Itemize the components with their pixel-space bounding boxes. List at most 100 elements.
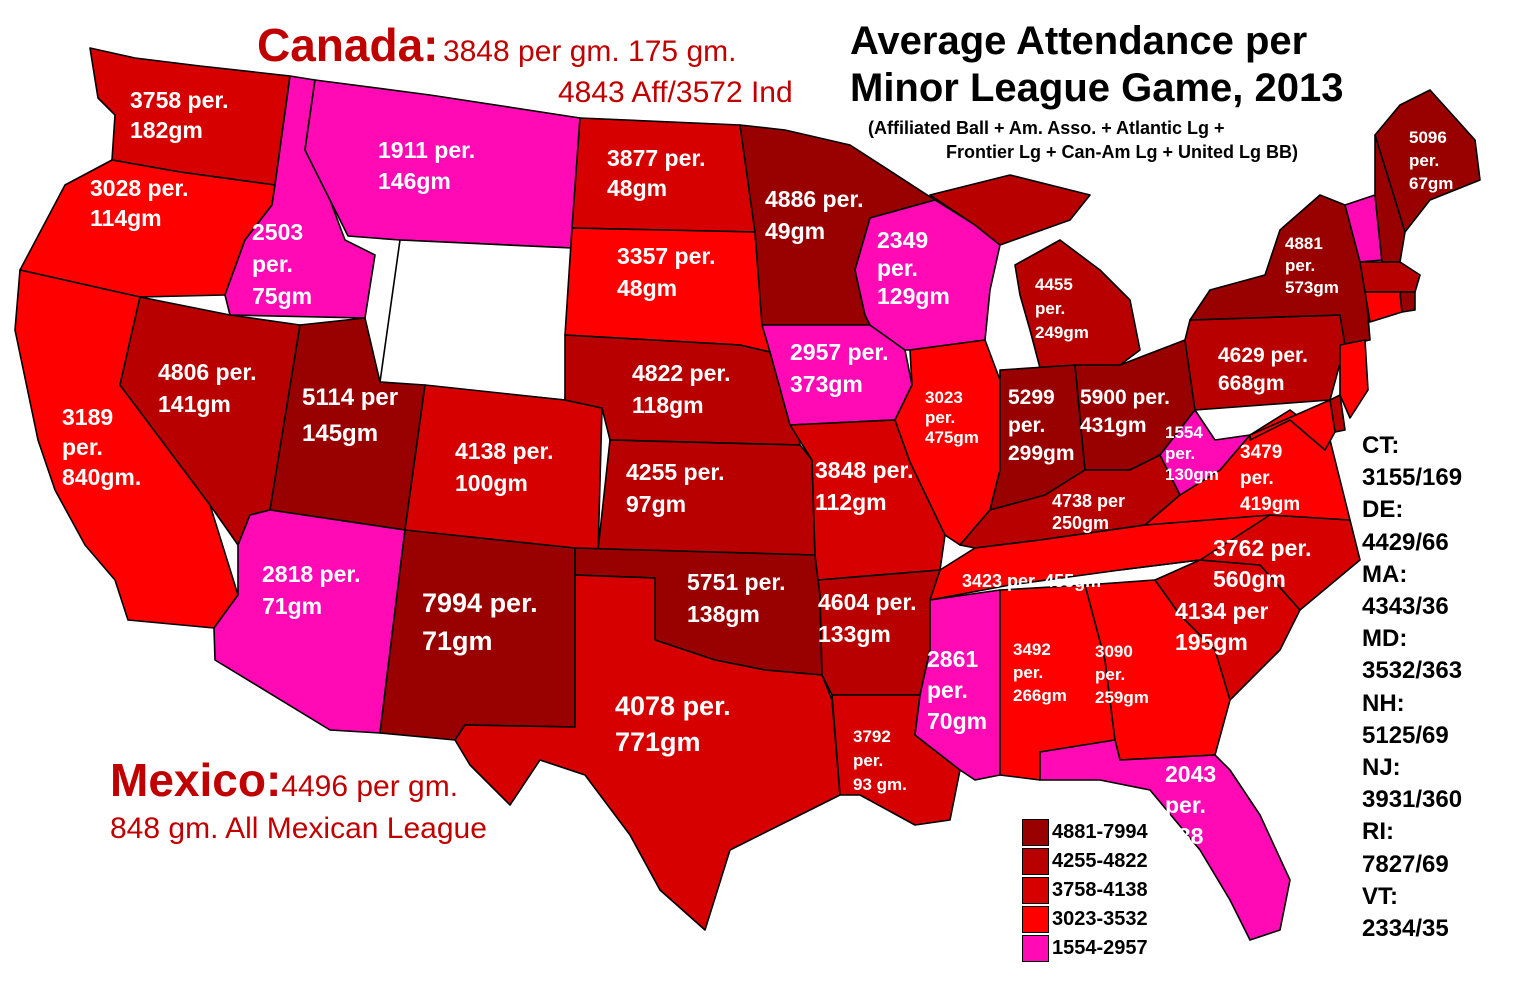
state-label-ks: 4255 per. 97gm	[626, 459, 724, 517]
state-label-line: 4255 per.	[626, 459, 724, 485]
state-label-line: 4604 per.	[818, 589, 916, 615]
state-label-line: 141gm	[158, 391, 231, 417]
small-state-value: 2334/35	[1362, 915, 1449, 943]
state-label-line: 888	[1165, 823, 1204, 849]
state-label-or: 3028 per. 114gm	[90, 175, 188, 231]
small-state-value: 4429/66	[1362, 528, 1449, 556]
state-label-va: 3479 per. 419gm	[1240, 442, 1300, 515]
legend-swatch	[1022, 906, 1049, 933]
legend-label: 4255-4822	[1052, 850, 1148, 872]
small-state-value: 3155/169	[1362, 464, 1463, 492]
state-label-al: 3492 per. 266gm	[1013, 640, 1067, 705]
state-label-line: 100gm	[455, 470, 528, 496]
state-ct	[1364, 291, 1403, 323]
state-label-az: 2818 per. 71gm	[262, 561, 360, 619]
state-label-line: 4738 per	[1052, 491, 1125, 511]
state-label-sc: 4134 per 195gm	[1175, 598, 1268, 655]
state-label-line: No Minor	[425, 275, 512, 297]
state-nc	[1119, 514, 1361, 611]
state-label-line: 560gm	[1213, 566, 1286, 592]
state-label-line: 4134 per	[1175, 598, 1268, 624]
state-label-line: 4629 per.	[1218, 344, 1308, 367]
state-nj	[1339, 339, 1369, 419]
legend-swatch	[1022, 877, 1049, 904]
state-label-nc: 3762 per. 560gm	[1213, 535, 1311, 592]
state-label-line: 5299	[1008, 386, 1055, 409]
state-label-line: 5114 per	[302, 384, 398, 411]
state-label-line: 48gm	[607, 175, 667, 201]
map-subtitle-line1: (Affiliated Ball + Am. Asso. + Atlantic …	[868, 118, 1225, 138]
state-label-line: 146gm	[378, 168, 451, 194]
state-label-line: 5900 per.	[1080, 386, 1170, 409]
state-label-line: 3492	[1013, 640, 1051, 659]
small-state-label: MD:	[1362, 625, 1408, 653]
legend-row: 4255-4822	[1022, 847, 1148, 876]
state-label-line: League	[425, 304, 495, 326]
state-label-line: 71gm	[422, 626, 493, 656]
canada-name: Canada:	[257, 19, 439, 71]
state-label-line: Games	[425, 333, 492, 355]
labels-layer: 3758 per. 182gm 3028 per. 114gm 3189 per. 840g…	[62, 87, 1453, 880]
state-label-line: 4886 per.	[765, 186, 863, 212]
state-mi	[929, 174, 1141, 369]
state-label-line: 3762 per.	[1213, 535, 1311, 561]
state-label-ca: 3189 per. 840gm.	[62, 404, 141, 490]
state-label-line: 71gm	[262, 593, 322, 619]
state-label-line: 2818 per.	[262, 561, 360, 587]
small-state-label: NJ:	[1362, 754, 1401, 782]
state-label-line: 2043	[1165, 761, 1216, 787]
legend-row: 3023-3532	[1022, 905, 1148, 934]
state-label-line: per.	[1165, 444, 1195, 463]
state-tx	[454, 574, 841, 931]
state-label-line: per.	[1095, 665, 1125, 684]
state-label-line: per.	[927, 677, 968, 703]
small-state-label: MA:	[1362, 560, 1408, 588]
state-label-line: 5096	[1409, 128, 1447, 147]
legend-label: 3023-3532	[1052, 908, 1148, 930]
small-state-label: CT:	[1362, 432, 1400, 459]
state-label-line: 475gm	[925, 428, 979, 447]
state-label-line: 1554	[1165, 423, 1203, 442]
state-label-line: per.	[877, 255, 918, 281]
mexico-heading: Mexico:4496 per gm.	[110, 753, 458, 807]
legend-label: 3758-4138	[1052, 879, 1148, 901]
state-label-line: per.	[853, 751, 883, 770]
state-label-line: 93 gm.	[853, 775, 907, 794]
state-label-line: 3758 per.	[130, 87, 228, 113]
state-label-line: 771gm	[615, 727, 701, 757]
state-label-mi: 4455 per. 249gm	[1035, 275, 1089, 342]
state-label-line: 182gm	[130, 117, 203, 143]
state-label-line: per.	[62, 434, 103, 460]
legend-label: 1554-2957	[1052, 937, 1148, 959]
state-label-line: per.	[1013, 663, 1043, 682]
state-label-line: 840gm.	[62, 464, 141, 490]
state-label-line: 1911 per.	[378, 137, 475, 163]
state-label-line: 48gm	[617, 275, 677, 301]
state-label-line: 4806 per.	[158, 359, 256, 385]
state-label-line: 373gm	[790, 371, 863, 397]
legend-label: 4881-7994	[1052, 821, 1148, 843]
state-label-line: 419gm	[1240, 494, 1300, 515]
state-label-line: per.	[1285, 256, 1315, 275]
canada-detail: 3848 per gm. 175 gm.	[442, 35, 737, 68]
state-label-ok: 5751 per. 138gm	[687, 569, 785, 627]
legend-swatch	[1022, 819, 1049, 846]
state-label-ny: 4881 per. 573gm	[1285, 234, 1339, 297]
state-label-fl: 2043 per. 888 gm	[1165, 761, 1216, 880]
state-label-line: 97gm	[626, 491, 686, 517]
state-label-line: 431gm	[1080, 414, 1147, 437]
state-label-line: 4078 per.	[615, 691, 731, 721]
state-me	[1374, 89, 1481, 233]
state-label-il: 3023 per. 475gm	[925, 388, 979, 447]
state-label-line: 2503	[252, 219, 303, 245]
state-label-line: per.	[252, 251, 293, 277]
title-block: Average Attendance per Minor League Game…	[850, 18, 1344, 112]
state-label-line: per.	[1035, 299, 1065, 318]
state-label-wi: 2349 per. 129gm	[877, 227, 950, 309]
legend-swatch	[1022, 935, 1049, 962]
state-label-line: 118gm	[632, 392, 704, 418]
state-label-line: 70gm	[927, 708, 987, 734]
state-label-line: 49gm	[765, 218, 825, 244]
state-label-line: 3028 per.	[90, 175, 188, 201]
